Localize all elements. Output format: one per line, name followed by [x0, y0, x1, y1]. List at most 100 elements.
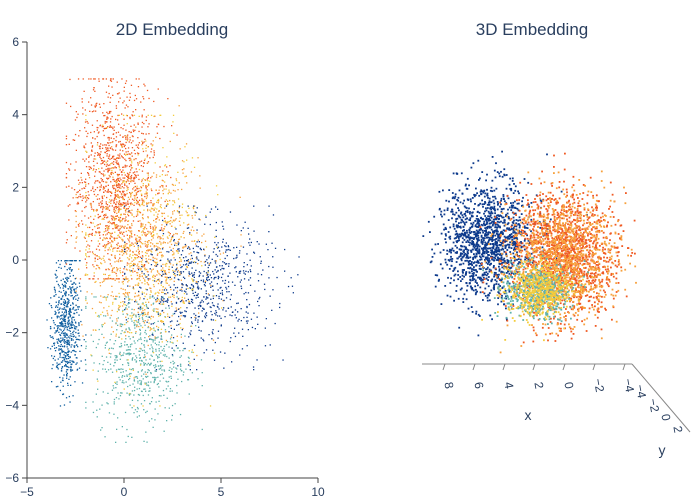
point-2d — [66, 369, 68, 371]
point-2d — [115, 387, 117, 389]
point-2d — [231, 281, 234, 283]
point-3d — [484, 245, 486, 247]
point-2d — [99, 223, 101, 225]
point-2d — [108, 228, 110, 230]
point-2d — [58, 363, 60, 366]
point-2d — [148, 222, 150, 224]
point-2d — [107, 164, 109, 167]
point-3d — [513, 246, 516, 249]
point-2d — [121, 251, 123, 253]
point-3d — [500, 210, 503, 213]
point-2d — [100, 158, 102, 160]
point-2d — [123, 246, 125, 248]
point-2d — [68, 309, 71, 311]
point-3d — [454, 251, 457, 254]
point-2d — [150, 259, 152, 261]
point-2d — [144, 331, 146, 334]
point-2d — [114, 355, 116, 357]
point-2d — [66, 372, 68, 375]
point-2d — [98, 153, 100, 155]
point-2d — [118, 163, 120, 166]
point-2d — [102, 234, 104, 236]
point-2d — [158, 395, 161, 397]
point-2d — [122, 313, 124, 315]
point-2d — [269, 344, 271, 346]
point-2d — [116, 173, 119, 176]
point-3d — [464, 214, 467, 217]
point-2d — [178, 250, 180, 252]
point-2d — [144, 243, 146, 245]
point-3d — [502, 216, 505, 219]
point-2d — [192, 206, 194, 209]
point-2d — [79, 189, 81, 191]
point-2d — [145, 234, 147, 236]
point-2d — [76, 191, 78, 194]
point-2d — [195, 211, 197, 214]
point-2d — [178, 182, 180, 184]
point-2d — [107, 142, 109, 144]
point-2d — [94, 234, 96, 236]
point-2d — [103, 307, 105, 309]
point-2d — [74, 119, 77, 121]
point-3d — [451, 258, 454, 260]
point-3d — [453, 299, 455, 302]
point-2d — [162, 321, 164, 323]
point-2d — [158, 229, 161, 232]
point-2d — [90, 78, 92, 80]
point-2d — [153, 359, 155, 361]
point-2d — [205, 272, 208, 274]
point-2d — [160, 243, 162, 246]
point-2d — [171, 414, 173, 417]
point-3d — [523, 239, 526, 242]
point-2d — [119, 305, 121, 307]
point-2d — [86, 199, 88, 201]
point-2d — [88, 248, 90, 250]
point-2d — [107, 191, 109, 193]
point-2d — [147, 183, 150, 185]
point-2d — [88, 161, 90, 163]
point-2d — [153, 274, 155, 276]
point-2d — [116, 267, 118, 269]
y-tick-label: −4 — [5, 398, 19, 412]
point-2d — [54, 313, 56, 315]
point-2d — [116, 206, 119, 208]
point-2d — [118, 201, 120, 203]
point-2d — [219, 253, 222, 255]
point-2d — [65, 102, 68, 104]
point-2d — [64, 316, 66, 318]
point-2d — [113, 138, 115, 140]
point-3d — [463, 249, 465, 252]
point-3d — [465, 183, 467, 186]
point-2d — [91, 208, 93, 210]
point-2d — [193, 313, 195, 315]
point-2d — [125, 230, 127, 233]
point-2d — [146, 307, 148, 309]
point-2d — [160, 338, 162, 340]
point-2d — [122, 181, 124, 183]
point-2d — [61, 314, 63, 316]
point-2d — [112, 133, 114, 135]
point-2d — [133, 130, 135, 133]
point-2d — [71, 363, 73, 365]
point-3d — [464, 246, 467, 249]
point-2d — [165, 344, 168, 346]
point-2d — [102, 124, 104, 126]
point-2d — [86, 197, 89, 199]
point-2d — [120, 144, 122, 146]
point-2d — [133, 158, 135, 160]
point-2d — [157, 123, 159, 125]
point-2d — [137, 272, 139, 274]
point-2d — [153, 376, 156, 379]
point-3d — [479, 276, 482, 279]
point-2d — [130, 318, 132, 320]
point-2d — [147, 174, 149, 176]
point-2d — [170, 176, 172, 179]
point-2d — [68, 319, 70, 321]
point-2d — [159, 289, 161, 291]
point-2d — [123, 194, 125, 196]
point-2d — [156, 201, 158, 203]
point-3d — [475, 217, 478, 220]
point-2d — [212, 339, 215, 341]
point-2d — [116, 355, 118, 358]
